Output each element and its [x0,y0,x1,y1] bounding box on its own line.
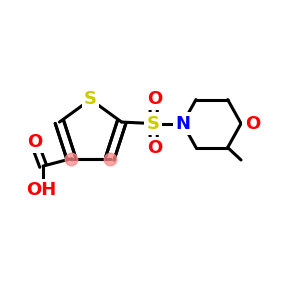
Text: OH: OH [26,181,57,199]
Text: S: S [146,115,159,133]
Text: S: S [84,91,97,109]
Text: O: O [147,90,162,108]
Text: O: O [244,115,260,133]
Text: N: N [175,115,190,133]
Text: O: O [147,139,162,157]
Text: O: O [27,133,42,151]
